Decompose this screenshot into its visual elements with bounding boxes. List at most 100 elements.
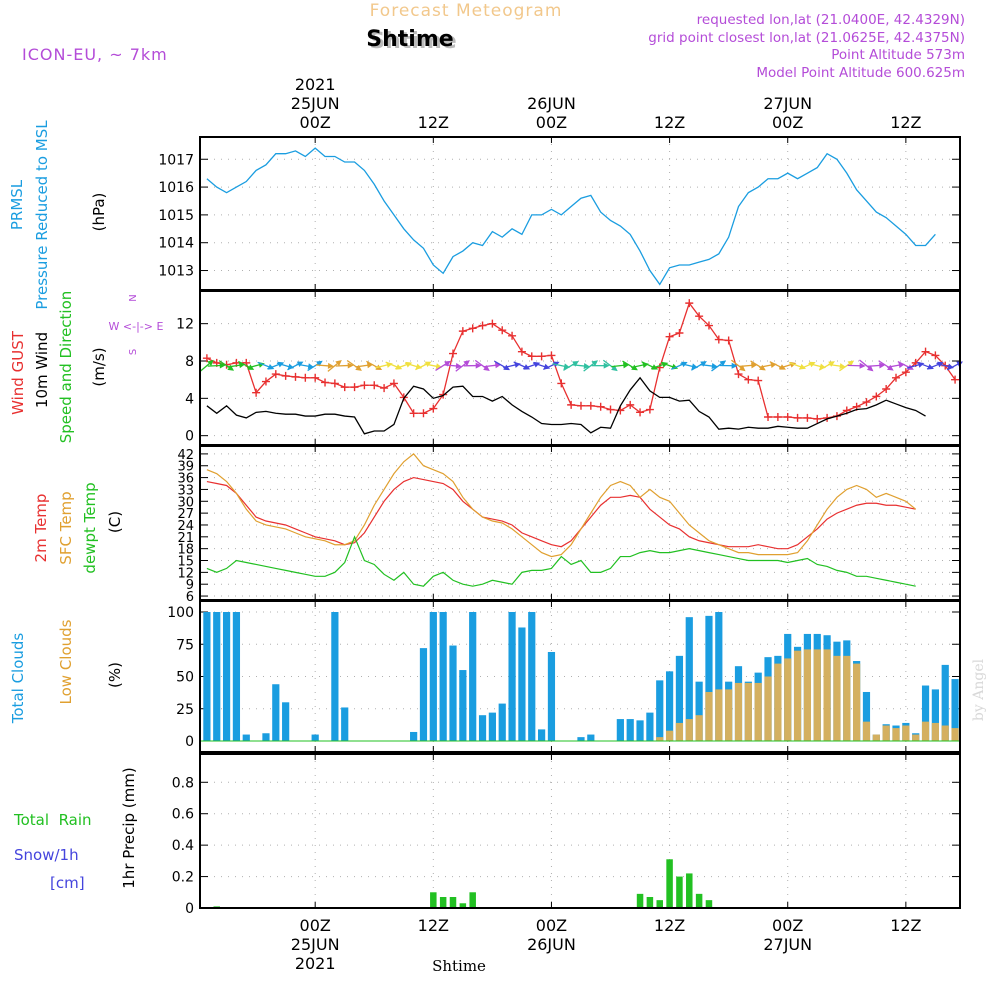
- bottom-time-label: 12Z: [890, 916, 921, 935]
- gust-marker: [645, 405, 654, 414]
- total_clouds-bar: [715, 612, 723, 741]
- rain-bar: [705, 900, 713, 908]
- temperature-frame: [199, 445, 961, 601]
- wind-line: [206, 376, 926, 435]
- total_clouds-bar: [518, 627, 526, 741]
- wind-arrow-head: [887, 364, 894, 371]
- total_clouds-bar: [587, 734, 595, 741]
- y-tick-label: 0.6: [172, 807, 194, 823]
- gust-marker: [419, 409, 428, 418]
- wind-frame: [199, 290, 961, 446]
- wind-arrow: [847, 362, 866, 369]
- temp2m-line: [206, 476, 916, 550]
- x-axis-label: Shtime: [432, 957, 486, 975]
- model-label: ICON-EU, ~ 7km: [22, 45, 168, 64]
- top-time-label: 26JUN: [527, 94, 576, 113]
- total_clouds-bar: [695, 681, 703, 741]
- low_clouds-bar: [803, 649, 812, 741]
- wind-arrow: [199, 359, 214, 372]
- wind-arrow: [435, 360, 451, 371]
- top-time-label: 27JUN: [763, 94, 812, 113]
- y-tick-label: 100: [167, 605, 194, 621]
- gust-marker: [901, 368, 910, 377]
- gridpoint-coords: grid point closest lon,lat (21.0625E, 42…: [648, 30, 965, 46]
- point-altitude: Point Altitude 573m: [831, 47, 965, 63]
- wind-arrow-head: [572, 361, 579, 367]
- total_clouds-bar: [636, 720, 644, 741]
- gust-marker: [714, 335, 723, 344]
- y-tick-label: 50: [176, 670, 194, 686]
- y-tick-label: 18: [177, 543, 194, 558]
- total_clouds-bar: [705, 615, 713, 741]
- top-time-label: 25JUN: [291, 94, 340, 113]
- gust-marker: [586, 401, 595, 410]
- wind-arrow: [276, 362, 295, 370]
- gust-marker: [429, 404, 438, 413]
- y-tick-label: 24: [177, 519, 194, 534]
- total_clouds-bar: [439, 612, 447, 741]
- wind-arrow-head: [879, 362, 886, 369]
- gust-marker: [527, 352, 536, 361]
- gust-marker: [321, 378, 330, 387]
- total_clouds-bar: [498, 703, 506, 741]
- y-tick-label: 1017: [158, 152, 194, 168]
- bottom-time-label: 25JUN: [291, 935, 340, 954]
- gust-marker: [862, 398, 871, 407]
- wind-arrow: [335, 362, 354, 369]
- wind-arrow-head: [828, 361, 835, 367]
- gust-marker: [360, 381, 369, 390]
- pressure-frame: [199, 136, 961, 291]
- total_clouds-bar: [282, 702, 290, 741]
- y-tick-label: 9: [186, 578, 194, 593]
- wind-arrow-head: [475, 362, 482, 369]
- temp-label-sfc: SFC Temp: [57, 491, 75, 564]
- wind-arrow-head: [316, 360, 323, 367]
- wind-arrow-head: [847, 360, 855, 367]
- pressure-panel: 1013 1014 1015 1016 1017: [158, 136, 961, 291]
- y-tick-label: 36: [177, 472, 194, 487]
- model-altitude: Model Point Altitude 600.625m: [756, 65, 965, 81]
- gust-marker: [458, 327, 467, 336]
- low_clouds-bar: [853, 663, 861, 741]
- y-tick-label: 27: [177, 507, 194, 522]
- y-tick-label: 1013: [158, 264, 194, 280]
- gust-marker: [783, 413, 792, 421]
- gust-marker: [508, 331, 517, 340]
- wind-arrow: [571, 362, 590, 369]
- location-title: Shtime: [366, 27, 453, 52]
- wind-arrow-head: [711, 363, 718, 370]
- gust-marker: [567, 400, 576, 409]
- rain-bar: [686, 873, 693, 908]
- wind-arrow-head: [455, 362, 462, 369]
- gust-marker: [478, 321, 487, 330]
- wind-arrow-head: [591, 360, 599, 367]
- wind-compass: N W <-|-> E S: [109, 294, 164, 355]
- clouds-frame: [199, 600, 961, 753]
- wind-arrow: [759, 362, 777, 369]
- gust-marker: [389, 379, 398, 388]
- y-tick-label: 4: [185, 391, 194, 407]
- gust-marker: [744, 375, 753, 384]
- gust-marker: [537, 352, 546, 361]
- gust-marker: [675, 329, 684, 337]
- y-tick-label: 12: [176, 317, 194, 333]
- wind-arrow-head: [611, 365, 618, 372]
- total_clouds-bar: [862, 691, 871, 741]
- y-tick-label: 15: [177, 555, 194, 570]
- clouds-panel: 0 25 50 75 100: [167, 600, 961, 753]
- total_clouds-bar: [508, 612, 516, 741]
- y-tick-label: 1016: [158, 180, 194, 196]
- y-tick-label: 6: [186, 590, 194, 605]
- precip-frame: [199, 753, 961, 909]
- y-tick-label: 30: [177, 495, 194, 510]
- low_clouds-bar: [823, 649, 831, 741]
- low_clouds-bar: [764, 676, 772, 741]
- total_clouds-bar: [341, 707, 349, 741]
- low_clouds-bar: [675, 722, 684, 741]
- total_clouds-bar: [331, 612, 339, 741]
- gust-marker: [695, 312, 704, 321]
- gust-marker: [488, 319, 497, 328]
- gust-marker: [685, 299, 694, 308]
- gust-marker: [626, 400, 635, 409]
